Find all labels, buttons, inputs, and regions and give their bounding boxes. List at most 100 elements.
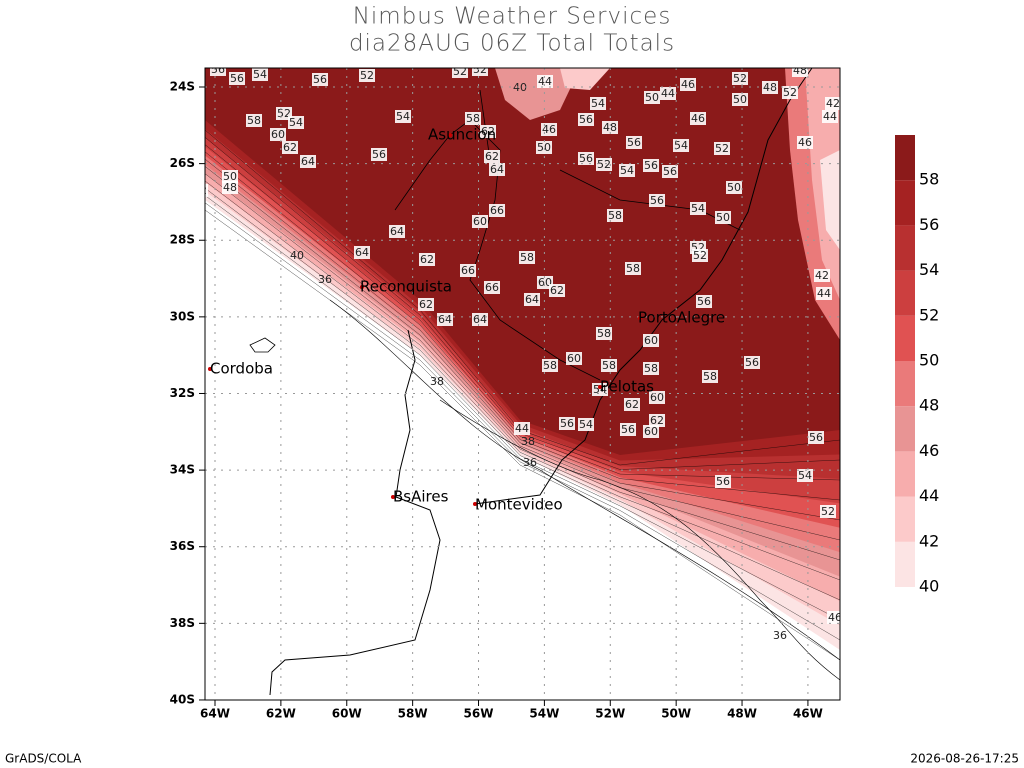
- contour-label: 58: [466, 112, 480, 125]
- contour-label: 52: [453, 65, 467, 78]
- colorbar-swatch: [895, 180, 915, 226]
- contour-label: 62: [419, 298, 433, 311]
- city-dot: [448, 133, 452, 137]
- contour-label-box: [782, 86, 798, 99]
- contour-label-box: [210, 68, 226, 76]
- lat-label: 34S: [170, 463, 195, 477]
- contour-label: 50: [716, 211, 730, 224]
- contour-label: 52: [733, 72, 747, 85]
- contour-label-box: [514, 422, 530, 435]
- contour-label: 58: [520, 251, 534, 264]
- contour-label: 56: [663, 165, 677, 178]
- contour-label: 60: [271, 128, 285, 141]
- contour-label: 54: [396, 110, 410, 123]
- contour-label-box: [696, 295, 712, 308]
- contour-label: 56: [697, 295, 711, 308]
- contour-label: 58: [703, 370, 717, 383]
- contour-label-box: [649, 414, 665, 427]
- contour-label: 66: [485, 281, 499, 294]
- city-label: Cordoba: [210, 360, 273, 378]
- contour-label-box: [601, 359, 617, 372]
- contour-label-box: [643, 159, 659, 172]
- contour-label: 54: [253, 68, 267, 81]
- lon-label: 48W: [727, 707, 757, 721]
- contour-label: 46: [542, 123, 556, 136]
- city-label: BsAires: [393, 488, 449, 506]
- contour-label: 54: [798, 469, 812, 482]
- contour-label-box: [822, 110, 838, 123]
- contour-label-box: [649, 194, 665, 207]
- contour-label-box: [592, 383, 608, 396]
- contour-label-box: [472, 68, 488, 76]
- contour-line: [205, 209, 840, 661]
- contour-label: 56: [560, 417, 574, 430]
- contour-label: 60: [644, 334, 658, 347]
- lat-label: 26S: [170, 156, 195, 170]
- shade-patch: [560, 68, 610, 90]
- contour-label: 50: [223, 170, 237, 183]
- contour-label-box: [472, 215, 488, 228]
- contour-label-box: [660, 87, 676, 100]
- contour-label: 52: [783, 86, 797, 99]
- contour-label: 54: [674, 139, 688, 152]
- contour-label: 56: [372, 148, 386, 161]
- contour-label-box: [590, 97, 606, 110]
- contour-label: 52: [693, 249, 707, 262]
- colorbar-swatch: [895, 361, 915, 407]
- contour-label-box: [620, 423, 636, 436]
- contour-label: 52: [715, 142, 729, 155]
- contour-label-box: [690, 202, 706, 215]
- contour-line: [439, 399, 840, 681]
- coastline: [269, 329, 441, 696]
- contour-label-box: [359, 69, 375, 82]
- contour-label: 64: [438, 313, 452, 326]
- colorbar-label: 46: [919, 441, 939, 460]
- contour-label-box: [602, 121, 618, 134]
- colorbar-swatch: [895, 451, 915, 497]
- lat-label: 28S: [170, 233, 195, 247]
- contour-label-box: [797, 469, 813, 482]
- contour-label-box: [797, 136, 813, 149]
- contour-label-box: [489, 163, 505, 176]
- contour-label: 58: [626, 262, 640, 275]
- contour-label-box: [300, 155, 316, 168]
- contour-label: 52: [821, 505, 835, 518]
- lat-label: 30S: [170, 309, 195, 323]
- contour-label: 36: [773, 629, 787, 642]
- contour-label-box: [222, 170, 238, 183]
- contour-label: 58: [543, 359, 557, 372]
- contour-label: 54: [593, 383, 607, 396]
- city-dot: [473, 502, 477, 506]
- contour-line: [205, 158, 840, 521]
- contour-label-box: [484, 150, 500, 163]
- footer-right: 2026-08-26-17:25: [910, 752, 1019, 766]
- contour-line: [205, 180, 840, 581]
- map-frame: [204, 67, 841, 701]
- contour-label-box: [312, 73, 328, 86]
- shade-patch: [820, 150, 840, 250]
- contour-label-box: [354, 246, 370, 259]
- shade-patch: [495, 68, 580, 120]
- contour-label-box: [715, 475, 731, 488]
- colorbar-swatch: [895, 541, 915, 587]
- contour-label-box: [578, 152, 594, 165]
- contour-label-box: [559, 417, 575, 430]
- city-dot: [391, 495, 395, 499]
- contour-line: [205, 151, 840, 501]
- subtitle: dia28AUG 06Z Total Totals: [349, 31, 675, 57]
- contour-label-box: [465, 112, 481, 125]
- contour-label-box: [578, 418, 594, 431]
- contour-label-box: [625, 262, 641, 275]
- contour-label-box: [714, 142, 730, 155]
- colorbar-label: 54: [919, 260, 939, 279]
- contour-label: 48: [223, 181, 237, 194]
- contour-label: 46: [828, 611, 842, 624]
- city-dot: [598, 385, 602, 389]
- contour-label: 62: [481, 125, 495, 138]
- colorbar-label: 56: [919, 215, 939, 234]
- city-dot: [360, 285, 364, 289]
- contour-label: 42: [815, 269, 829, 282]
- footer-left: GrADS/COLA: [5, 752, 82, 766]
- contour-label: 62: [650, 414, 664, 427]
